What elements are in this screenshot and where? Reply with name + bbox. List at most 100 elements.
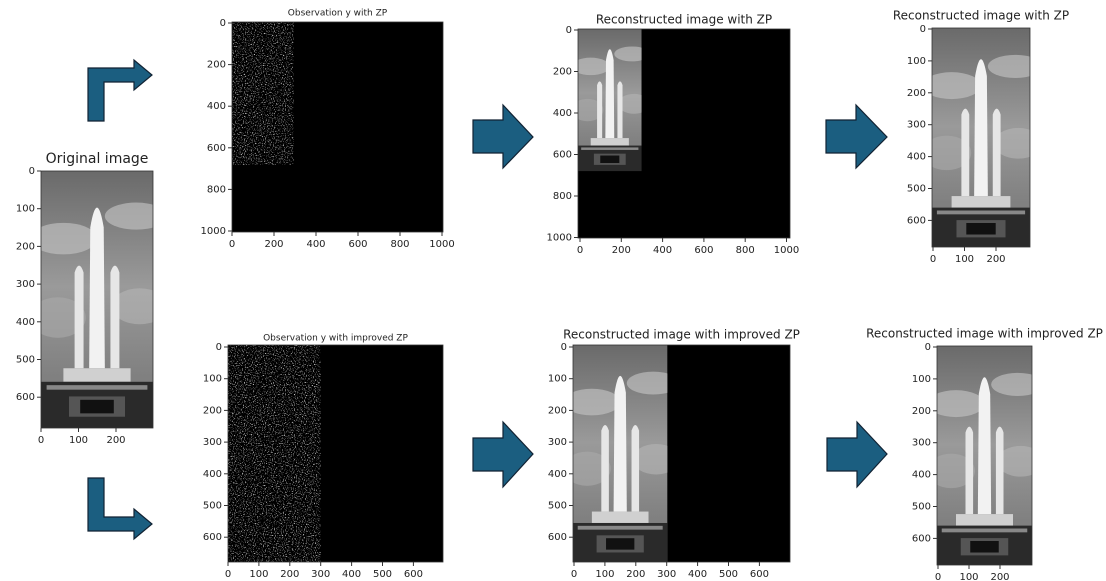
panel: Reconstructed image with ZP 0 200 400 600 800… [547,13,800,257]
x-tick-label: 0 [571,569,577,580]
y-tick-label: 600 [548,532,567,543]
y-tick-label: 100 [912,374,931,385]
y-tick-label: 500 [907,184,926,195]
y-tick-label: 0 [920,24,926,35]
x-tick-label: 100 [249,569,268,580]
panel: Observation y with improved ZP 0 100 200 300… [203,334,444,580]
bent-arrow [87,477,153,541]
y-tick-label: 800 [553,191,572,202]
y-tick-label: 600 [203,532,222,543]
axes-frame [231,21,444,233]
y-tick-label: 600 [16,392,35,403]
panel: Reconstructed image with improved ZP0 100… [548,328,800,581]
x-tick-label: 400 [653,245,672,256]
axes-frame [936,345,1033,566]
y-tick-label: 400 [907,152,926,163]
y-tick-label: 600 [907,215,926,226]
x-tick-label: 800 [736,245,755,256]
panel-title: Observation y with improved ZP [263,334,408,344]
y-tick-label: 100 [203,374,222,385]
y-tick-label: 200 [912,406,931,417]
x-tick-label: 300 [657,569,676,580]
x-tick-label: 1000 [429,239,454,250]
x-tick-label: 400 [342,569,361,580]
y-tick-label: 600 [912,533,931,544]
x-tick-label: 1000 [774,245,799,256]
x-tick-label: 100 [959,572,978,581]
y-tick-label: 400 [203,469,222,480]
x-tick-label: 200 [986,254,1005,265]
image [41,171,153,428]
x-tick-label: 200 [264,239,283,250]
x-tick-label: 600 [694,245,713,256]
y-tick-label: 300 [203,437,222,448]
panel-title: Reconstructed image with improved ZP [866,327,1103,341]
y-tick-label: 200 [553,67,572,78]
panel: Reconstructed image with improved ZP0 100… [866,327,1103,581]
x-tick-label: 0 [935,572,941,581]
x-tick-label: 400 [688,569,707,580]
x-tick-label: 0 [229,239,235,250]
x-tick-label: 100 [69,435,88,446]
y-tick-label: 100 [907,56,926,67]
arrows [87,58,888,541]
y-tick-label: 400 [553,108,572,119]
y-tick-label: 1000 [201,226,226,237]
y-tick-label: 400 [912,470,931,481]
panel-title: Original image [46,151,149,167]
x-tick-label: 200 [612,245,631,256]
x-tick-label: 500 [719,569,738,580]
axes-frame [931,27,1031,248]
y-tick-label: 0 [925,342,931,353]
y-tick-label: 200 [907,88,926,99]
x-tick-label: 600 [404,569,423,580]
x-tick-label: 400 [306,239,325,250]
y-tick-label: 500 [548,501,567,512]
y-tick-label: 300 [907,120,926,131]
y-tick-label: 200 [203,405,222,416]
image [932,28,1030,247]
image-part [578,29,642,172]
x-tick-label: 600 [750,569,769,580]
x-tick-label: 200 [626,569,645,580]
panel: Observation y with ZP0 200 400 600 800 100002… [201,9,455,251]
y-tick-label: 200 [207,60,226,71]
axes-frame [40,170,154,429]
x-tick-label: 200 [280,569,299,580]
x-tick-label: 200 [990,572,1009,581]
y-tick-label: 400 [207,101,226,112]
x-tick-label: 0 [38,435,44,446]
y-tick-label: 100 [16,204,35,215]
panel-title: Reconstructed image with ZP [596,13,772,27]
y-tick-label: 200 [548,405,567,416]
x-tick-label: 0 [225,569,231,580]
arrow [472,103,534,170]
y-tick-label: 500 [203,501,222,512]
y-tick-label: 0 [29,166,35,177]
y-tick-label: 400 [16,317,35,328]
y-tick-label: 200 [16,241,35,252]
y-tick-label: 1000 [547,233,572,244]
panel: Original image 0 100 200 0 100 200 300 400 500 600 [16,151,154,446]
x-tick-label: 100 [595,569,614,580]
y-tick-label: 600 [207,143,226,154]
x-tick-label: 100 [955,254,974,265]
axes-frame [227,344,444,563]
y-tick-label: 100 [548,374,567,385]
y-tick-label: 300 [16,279,35,290]
y-tick-label: 500 [912,502,931,513]
y-tick-label: 600 [553,150,572,161]
noise [228,345,321,562]
panel: Reconstructed image with ZP0 100 200010020… [893,9,1069,266]
y-tick-label: 300 [548,437,567,448]
y-tick-label: 0 [216,342,222,353]
axes-frame [572,344,791,563]
y-tick-label: 800 [207,184,226,195]
x-tick-label: 200 [106,435,125,446]
y-tick-label: 0 [566,25,572,36]
panel-title: Observation y with ZP [288,9,388,19]
image [937,346,1032,565]
x-tick-label: 600 [348,239,367,250]
noise [232,22,294,165]
